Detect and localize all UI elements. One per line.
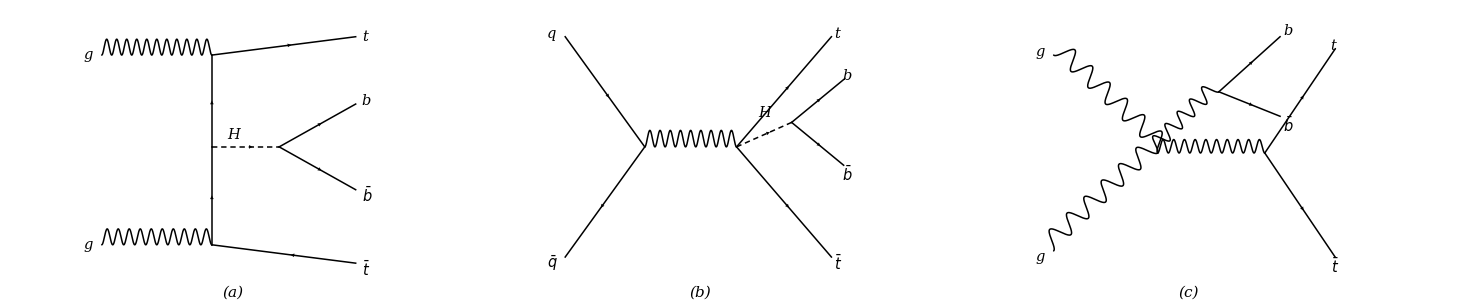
Text: $\bar{t}$: $\bar{t}$ [834,254,843,273]
Text: H: H [758,106,771,120]
Text: b: b [1283,24,1292,38]
Text: b: b [843,69,851,84]
Text: H: H [227,128,241,142]
Text: q: q [547,27,555,41]
Text: $\bar{t}$: $\bar{t}$ [362,260,370,279]
Text: $\bar{q}$: $\bar{q}$ [547,254,557,273]
Text: g: g [1035,45,1044,59]
Text: g: g [83,238,93,252]
Text: $\bar{t}$: $\bar{t}$ [1331,257,1338,276]
Text: (b): (b) [690,286,710,300]
Text: t: t [1331,39,1337,53]
Text: $\bar{b}$: $\bar{b}$ [1283,116,1293,135]
Text: b: b [362,94,372,108]
Text: $\bar{b}$: $\bar{b}$ [843,165,853,184]
Text: (a): (a) [223,286,243,300]
Text: (c): (c) [1178,286,1198,300]
Text: t: t [362,30,367,44]
Text: t: t [834,27,840,41]
Text: $\bar{b}$: $\bar{b}$ [362,186,372,205]
Text: g: g [83,48,93,62]
Text: g: g [1035,250,1044,264]
